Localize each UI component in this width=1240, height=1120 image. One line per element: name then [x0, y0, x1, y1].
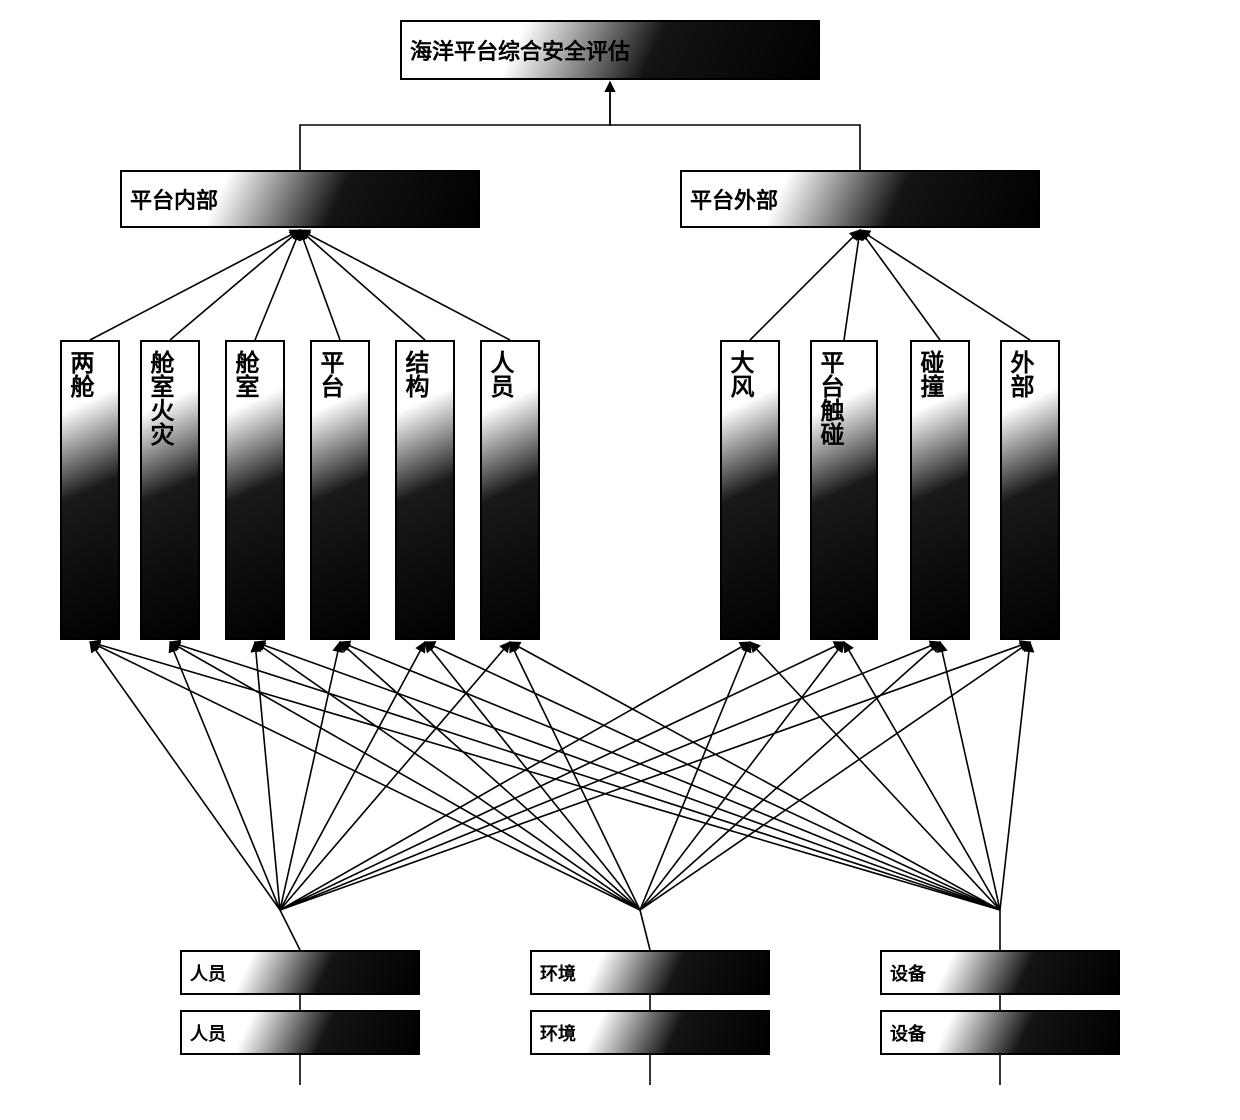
mid-node-m1: 两舱 [60, 340, 120, 640]
mid-node-m8: 平台触碰 [810, 340, 878, 640]
mid-label: 两舱 [62, 342, 101, 398]
factor-node-f2b: 环境 [530, 1010, 770, 1055]
mid-label: 平台触碰 [812, 342, 851, 446]
mid-label: 大风 [722, 342, 761, 398]
diagram-container: 海洋平台综合安全评估 平台内部平台外部 两舱舱室火灾舱室平台结构人员大风平台触碰… [0, 0, 1240, 1120]
branch-label: 平台内部 [122, 183, 478, 215]
factor-node-f1a: 人员 [180, 950, 420, 995]
mid-node-m5: 结构 [395, 340, 455, 640]
mid-label: 舱室 [227, 342, 266, 398]
mid-node-m6: 人员 [480, 340, 540, 640]
factor-label: 人员 [182, 960, 418, 986]
mid-label: 人员 [482, 342, 521, 398]
mid-node-m4: 平台 [310, 340, 370, 640]
mid-label: 平台 [312, 342, 351, 398]
root-label: 海洋平台综合安全评估 [402, 34, 818, 66]
root-node: 海洋平台综合安全评估 [400, 20, 820, 80]
mid-label: 结构 [397, 342, 436, 398]
factor-node-f3a: 设备 [880, 950, 1120, 995]
branch-node-internal: 平台内部 [120, 170, 480, 228]
mid-label: 舱室火灾 [142, 342, 181, 446]
factor-label: 人员 [182, 1020, 418, 1046]
branch-node-external: 平台外部 [680, 170, 1040, 228]
factor-node-f3b: 设备 [880, 1010, 1120, 1055]
factor-label: 设备 [882, 960, 1118, 986]
mid-node-m9: 碰撞 [910, 340, 970, 640]
mid-node-m10: 外部 [1000, 340, 1060, 640]
factor-node-f1b: 人员 [180, 1010, 420, 1055]
mid-label: 外部 [1002, 342, 1041, 398]
mid-node-m7: 大风 [720, 340, 780, 640]
factor-label: 环境 [532, 1020, 768, 1046]
factor-label: 设备 [882, 1020, 1118, 1046]
mid-label: 碰撞 [912, 342, 951, 398]
branch-label: 平台外部 [682, 183, 1038, 215]
factor-label: 环境 [532, 960, 768, 986]
mid-node-m2: 舱室火灾 [140, 340, 200, 640]
factor-node-f2a: 环境 [530, 950, 770, 995]
mid-node-m3: 舱室 [225, 340, 285, 640]
